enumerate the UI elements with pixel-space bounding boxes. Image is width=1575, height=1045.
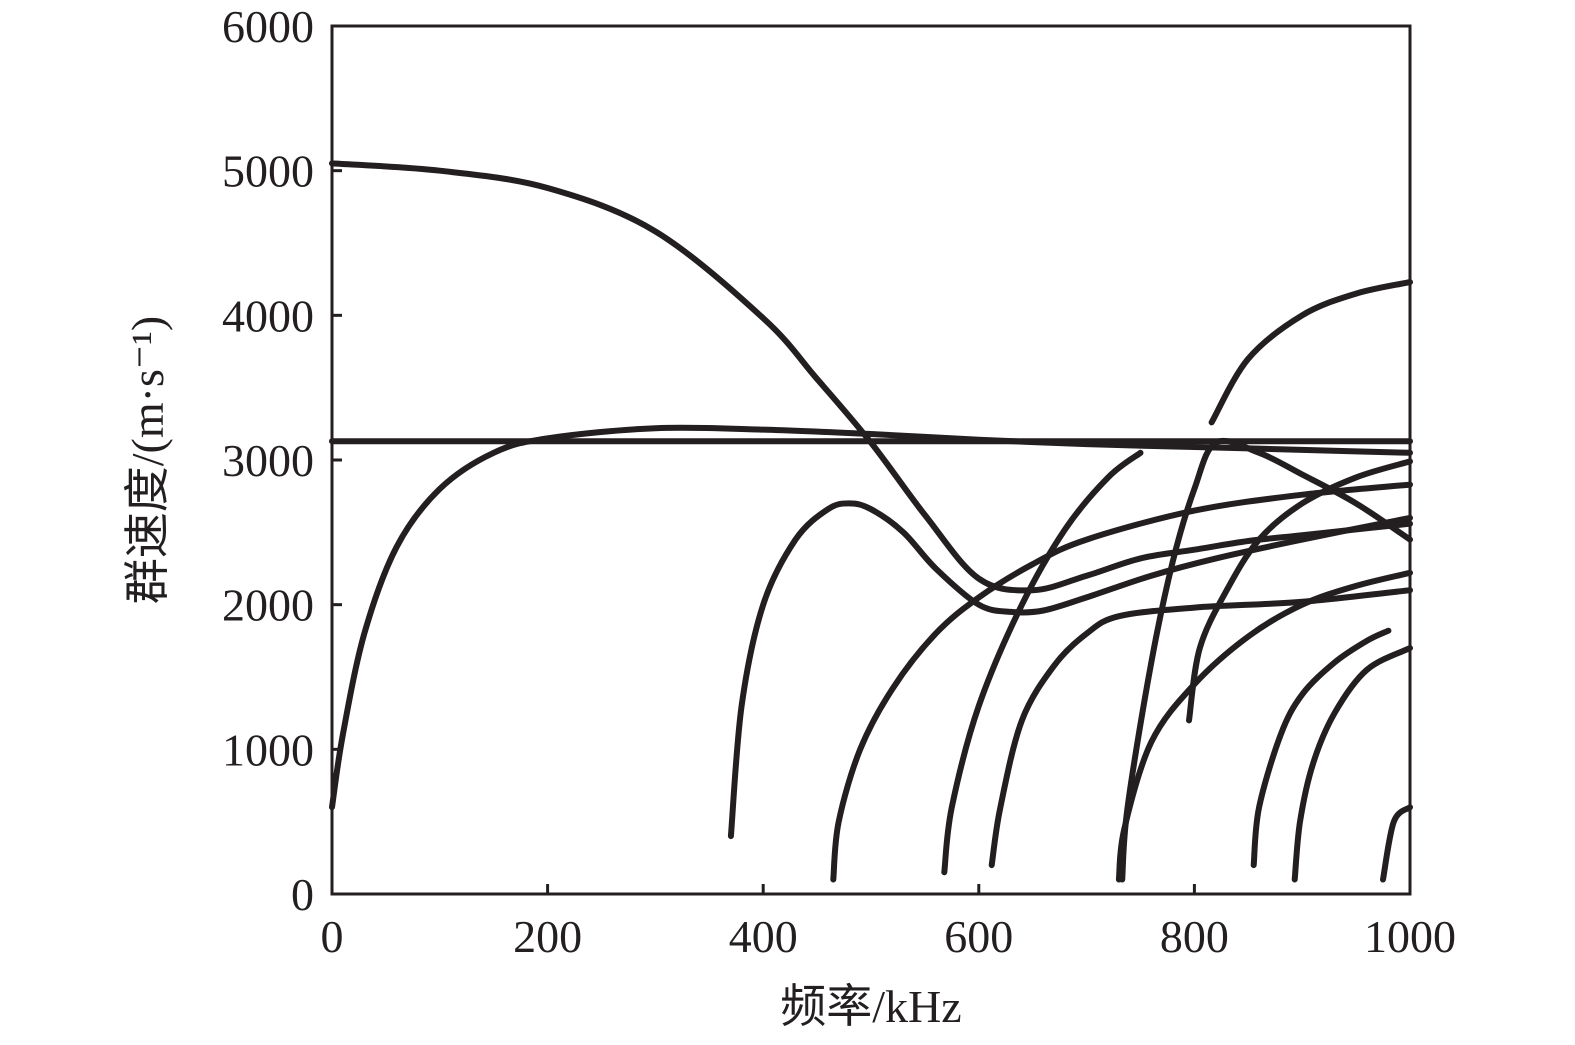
series-8-curve bbox=[1119, 437, 1413, 883]
series-group bbox=[329, 160, 1413, 883]
y-axis: 0 1000 2000 3000 4000 5000 6000 bbox=[222, 1, 342, 920]
y-tick-label: 6000 bbox=[222, 1, 314, 52]
series-13-curve bbox=[1291, 645, 1413, 883]
series-6-curve bbox=[941, 449, 1144, 876]
x-axis: 0 200 400 600 800 1000 bbox=[321, 884, 1456, 962]
y-tick-label: 2000 bbox=[222, 580, 314, 631]
y-tick-label: 1000 bbox=[222, 724, 314, 775]
y-tick-label: 3000 bbox=[222, 435, 314, 486]
y-tick-label: 5000 bbox=[222, 146, 314, 197]
series-7-curve bbox=[988, 587, 1413, 869]
series-3-curve bbox=[329, 424, 1413, 811]
x-tick-label: 1000 bbox=[1364, 911, 1456, 962]
series-10-curve bbox=[1186, 458, 1413, 724]
x-tick-label: 600 bbox=[944, 911, 1013, 962]
series-4-curve bbox=[727, 500, 1413, 840]
x-tick-label: 0 bbox=[321, 911, 344, 962]
y-tick-label: 4000 bbox=[222, 290, 314, 341]
y-tick-label: 0 bbox=[291, 869, 314, 920]
series-11-curve bbox=[1208, 279, 1413, 426]
y-axis-label: 群速度/(m·s⁻¹) bbox=[122, 316, 173, 605]
x-tick-label: 800 bbox=[1160, 911, 1229, 962]
series-12-curve bbox=[1250, 627, 1392, 869]
series-1-curve bbox=[329, 160, 1413, 594]
x-tick-label: 200 bbox=[513, 911, 582, 962]
plot-frame bbox=[330, 24, 1412, 896]
x-tick-label: 400 bbox=[729, 911, 798, 962]
series-9-curve bbox=[1115, 569, 1413, 883]
x-axis-label: 频率/kHz bbox=[780, 981, 961, 1032]
series-5-curve bbox=[830, 481, 1413, 883]
series-14-curve bbox=[1380, 804, 1413, 883]
